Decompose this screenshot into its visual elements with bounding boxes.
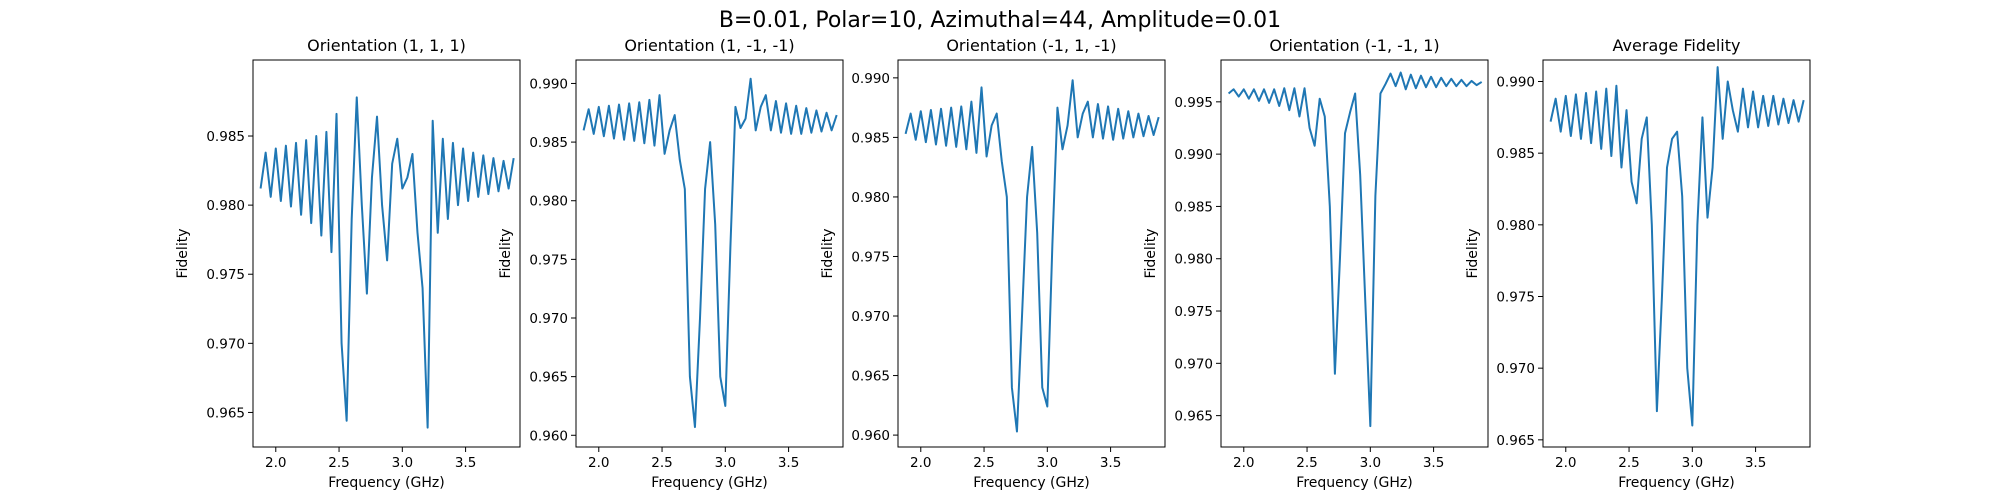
y-tick-label: 0.970 [851,309,890,325]
fidelity-line [904,79,1160,433]
x-axis-label: Frequency (GHz) [1618,475,1734,491]
y-tick-label: 0.975 [206,267,245,283]
y-tick-label: 0.990 [529,76,568,92]
y-tick-label: 0.965 [529,370,568,386]
chart-panel-3: Orientation (-1, 1, -1) 2.0 2.5 3.0 3.5 0.960… [820,36,1166,491]
y-tick-label: 0.980 [1496,218,1535,234]
x-axis-label: Frequency (GHz) [1296,475,1412,491]
chart-panel-4: Orientation (-1, -1, 1) 2.0 2.5 3.0 3.5 0.965… [1143,36,1489,491]
x-axis-label: Frequency (GHz) [651,475,767,491]
axes-frame [575,59,844,448]
x-tick-label: 2.0 [1233,455,1254,471]
figure-suptitle: B=0.01, Polar=10, Azimuthal=44, Amplitud… [719,8,1281,33]
y-tick-label: 0.985 [851,130,890,146]
fidelity-line [1227,71,1483,428]
y-axis-label: Fidelity [820,229,836,279]
axes-frame [1220,59,1489,448]
y-tick-label: 0.960 [851,428,890,444]
y-tick-label: 0.975 [1496,290,1535,306]
chart-panel-5: Average Fidelity 2.0 2.5 3.0 3.5 0.965 0.970 0.… [1465,36,1811,491]
x-tick-label: 3.0 [1037,455,1058,471]
x-tick-label: 3.5 [1423,455,1444,471]
y-tick-label: 0.980 [529,194,568,210]
y-tick-label: 0.975 [529,252,568,268]
x-tick-label: 2.5 [651,455,672,471]
x-axis-label: Frequency (GHz) [973,475,1089,491]
y-tick-label: 0.995 [1174,95,1213,111]
panel-title: Orientation (1, -1, -1) [624,36,794,55]
y-axis-label: Fidelity [175,229,191,279]
y-tick-label: 0.980 [1174,252,1213,268]
panel-title: Average Fidelity [1613,36,1741,55]
panel-title: Orientation (-1, -1, 1) [1269,36,1439,55]
x-tick-label: 3.0 [715,455,736,471]
x-tick-label: 2.0 [1555,455,1576,471]
x-tick-label: 3.5 [455,455,476,471]
axes-frame [252,59,521,448]
y-tick-label: 0.965 [206,405,245,421]
y-tick-label: 0.990 [1496,75,1535,91]
y-tick-label: 0.985 [529,135,568,151]
fidelity-line [1549,66,1805,427]
x-tick-label: 2.0 [588,455,609,471]
y-tick-label: 0.965 [851,369,890,385]
fidelity-line [259,96,515,429]
x-tick-label: 2.5 [973,455,994,471]
y-tick-label: 0.970 [1496,361,1535,377]
y-tick-label: 0.965 [1174,409,1213,425]
y-tick-label: 0.990 [851,71,890,87]
x-tick-label: 2.0 [910,455,931,471]
x-tick-label: 2.5 [328,455,349,471]
x-tick-label: 3.0 [1360,455,1381,471]
y-tick-label: 0.990 [1174,147,1213,163]
y-tick-label: 0.970 [529,311,568,327]
axes-frame [897,59,1166,448]
x-tick-label: 2.0 [265,455,286,471]
y-tick-label: 0.960 [529,428,568,444]
panel-title: Orientation (-1, 1, -1) [946,36,1116,55]
chart-panel-1: Orientation (1, 1, 1) 2.0 2.5 3.0 3.5 0.965 0.… [175,36,521,491]
y-tick-label: 0.970 [206,336,245,352]
panel-title: Orientation (1, 1, 1) [307,36,466,55]
chart-panel-2: Orientation (1, -1, -1) 2.0 2.5 3.0 3.5 0.960… [498,36,844,491]
y-axis-label: Fidelity [1143,229,1159,279]
y-tick-label: 0.975 [1174,304,1213,320]
y-tick-label: 0.965 [1496,433,1535,449]
x-tick-label: 2.5 [1618,455,1639,471]
x-tick-label: 3.5 [1745,455,1766,471]
y-tick-label: 0.985 [206,129,245,145]
axes-frame [1542,59,1811,448]
fidelity-line [582,77,838,429]
y-tick-label: 0.980 [206,198,245,214]
x-tick-label: 3.0 [392,455,413,471]
x-tick-label: 3.5 [1100,455,1121,471]
y-tick-label: 0.980 [851,190,890,206]
y-tick-label: 0.985 [1496,146,1535,162]
y-axis-label: Fidelity [498,229,514,279]
x-tick-label: 3.0 [1682,455,1703,471]
y-tick-label: 0.970 [1174,356,1213,372]
y-axis-label: Fidelity [1465,229,1481,279]
y-tick-label: 0.985 [1174,199,1213,215]
x-tick-label: 2.5 [1296,455,1317,471]
x-axis-label: Frequency (GHz) [328,475,444,491]
panels-group: Orientation (1, 1, 1) 2.0 2.5 3.0 3.5 0.965 0.… [175,36,1811,491]
x-tick-label: 3.5 [778,455,799,471]
y-tick-label: 0.975 [851,249,890,265]
